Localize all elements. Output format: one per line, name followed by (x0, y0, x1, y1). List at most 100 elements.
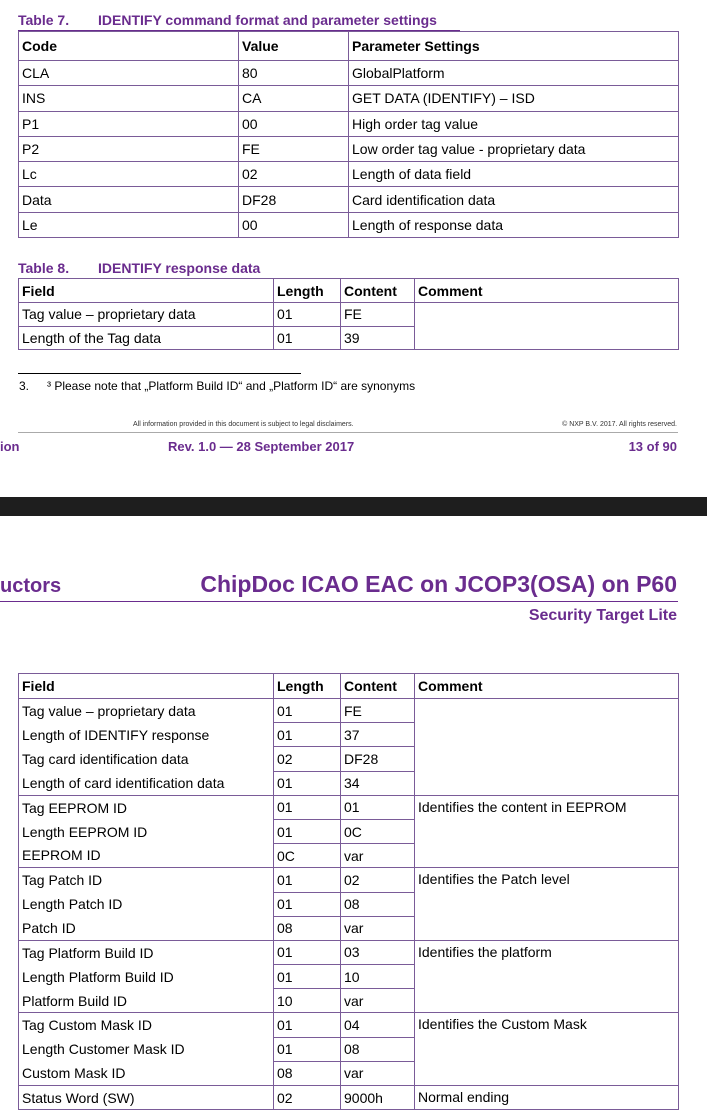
comment-cell: Identifies the content in EEPROM (414, 794, 679, 869)
row-group: Tag Custom Mask ID 01 04 Identifies the Cus… (18, 1012, 679, 1087)
cell: 39 (340, 325, 415, 350)
cell: 00 (238, 110, 349, 137)
row: Custom Mask ID 08 var (18, 1060, 679, 1087)
cell: 10 (340, 964, 415, 990)
cell: Low order tag value - proprietary data (348, 135, 679, 163)
cell: 80 (238, 59, 349, 87)
comment-cell (414, 302, 679, 350)
cell: Platform Build ID (18, 988, 274, 1014)
header-cell: Parameter Settings (348, 31, 679, 61)
table: Field Length Content Comment Tag value – pro… (18, 673, 679, 1111)
footnote-rule (18, 373, 301, 374)
cell: var (340, 1060, 415, 1087)
comment-cell: Identifies the platform (414, 939, 679, 1014)
header-cell: Code (18, 31, 239, 61)
cell: 03 (340, 939, 415, 966)
cell: 01 (273, 770, 341, 796)
row: Tag value – proprietary data 01 FE (18, 302, 679, 350)
row: Tag card identification data 02 DF28 (18, 746, 679, 772)
row: P2 FE Low order tag value - proprietary da… (18, 135, 679, 163)
row: Tag EEPROM ID 01 01 Identifies the content … (18, 794, 679, 869)
header-cell: Comment (414, 278, 679, 303)
header-rule (0, 601, 678, 602)
cell: Tag value – proprietary data (18, 302, 274, 327)
header-cell: Content (340, 278, 415, 303)
cell: 01 (273, 302, 341, 327)
cell: 08 (273, 915, 341, 941)
cell: GlobalPlatform (348, 59, 679, 87)
cell: 01 (273, 722, 341, 748)
cell: 01 (273, 818, 341, 845)
cell: 01 (273, 891, 341, 917)
row: Length Customer Mask ID 01 08 (18, 1036, 679, 1062)
cell: 34 (340, 770, 415, 796)
cell: 37 (340, 722, 415, 748)
header-cell: Field (18, 278, 274, 303)
row: Length of card identification data 01 34 (18, 770, 679, 796)
cell: 0C (340, 818, 415, 845)
comment-cell: Identifies the Custom Mask (414, 1012, 679, 1086)
cell: DF28 (340, 746, 415, 772)
cell: 01 (273, 697, 341, 724)
table-head: Field Length Content Comment (18, 278, 679, 303)
cell: 08 (340, 1036, 415, 1062)
cell: 04 (340, 1012, 415, 1038)
row: Tag Platform Build ID 01 03 Identifies the … (18, 939, 679, 1014)
comment-cell: Identifies the Patch level (414, 867, 679, 941)
cell: High order tag value (348, 110, 679, 137)
cell: Length EEPROM ID (18, 819, 274, 844)
revision: Rev. 1.0 — 28 September 2017 (168, 439, 355, 454)
row-group: Tag Platform Build ID 01 03 Identifies the … (18, 939, 679, 1014)
cell: 01 (273, 964, 341, 990)
cell: Length Patch ID (18, 892, 274, 917)
cell: GET DATA (IDENTIFY) – ISD (348, 85, 679, 112)
row-group: Tag Patch ID 01 02 Identifies the Patch lev… (18, 867, 679, 941)
document-title: ChipDoc ICAO EAC on JCOP3(OSA) on P60 (200, 571, 677, 597)
footer-rule (18, 432, 678, 433)
footer-fragment: ion (0, 439, 20, 454)
table-body: Tag value – proprietary data 01 FE Length o… (18, 302, 679, 350)
cell: Tag Platform Build ID (18, 939, 274, 965)
caption-rule (18, 30, 460, 31)
cell: FE (340, 697, 415, 724)
cell: 02 (340, 867, 415, 893)
row: CLA 80 GlobalPlatform (18, 59, 679, 87)
cell: 02 (238, 161, 349, 188)
cell: Length of IDENTIFY response (18, 722, 274, 747)
row: Le 00 Length of response data (18, 211, 679, 239)
table: Field Length Content Comment Tag value – pro… (18, 278, 679, 350)
cell: DF28 (238, 186, 349, 213)
cell: CLA (18, 59, 239, 87)
cell: 08 (340, 891, 415, 917)
row: P1 00 High order tag value (18, 110, 679, 137)
row: Length of the Tag data 01 39 (18, 325, 679, 350)
table: Code Value Parameter Settings CLA 80 GlobalPl… (18, 31, 679, 239)
caption-number: Table 7. (18, 12, 70, 28)
cell: Tag card identification data (18, 746, 274, 772)
cell: 02 (273, 746, 341, 772)
row: INS CA GET DATA (IDENTIFY) – ISD (18, 85, 679, 112)
cell: Data (18, 186, 239, 213)
row-group: Status Word (SW) 02 9000h Normal ending (18, 1084, 679, 1111)
header-cell: Length (273, 278, 341, 303)
header-cell: Comment (414, 673, 679, 699)
cell: 01 (273, 1036, 341, 1062)
header-cell: Content (340, 673, 415, 699)
disclaimer: All information provided in this documen… (133, 421, 354, 428)
cell: P1 (18, 110, 239, 137)
cell: Status Word (SW) (18, 1084, 274, 1111)
cell: 08 (273, 1060, 341, 1087)
cell: var (340, 988, 415, 1014)
row: Length Patch ID 01 08 (18, 891, 679, 917)
cell: INS (18, 85, 239, 112)
cell: 9000h (340, 1084, 415, 1111)
cell: 01 (273, 867, 341, 893)
row: EEPROM ID 0C var (18, 843, 679, 869)
caption: IDENTIFY response data (98, 260, 261, 276)
comment-cell: Normal ending (414, 1084, 679, 1111)
cell: FE (238, 135, 349, 163)
row: Tag Patch ID 01 02 Identifies the Patch lev… (18, 867, 679, 941)
cell: 01 (340, 794, 415, 820)
table-body: CLA 80 GlobalPlatform INS CA GET DATA (IDENTI… (18, 59, 679, 239)
header-cell: Value (238, 31, 349, 61)
